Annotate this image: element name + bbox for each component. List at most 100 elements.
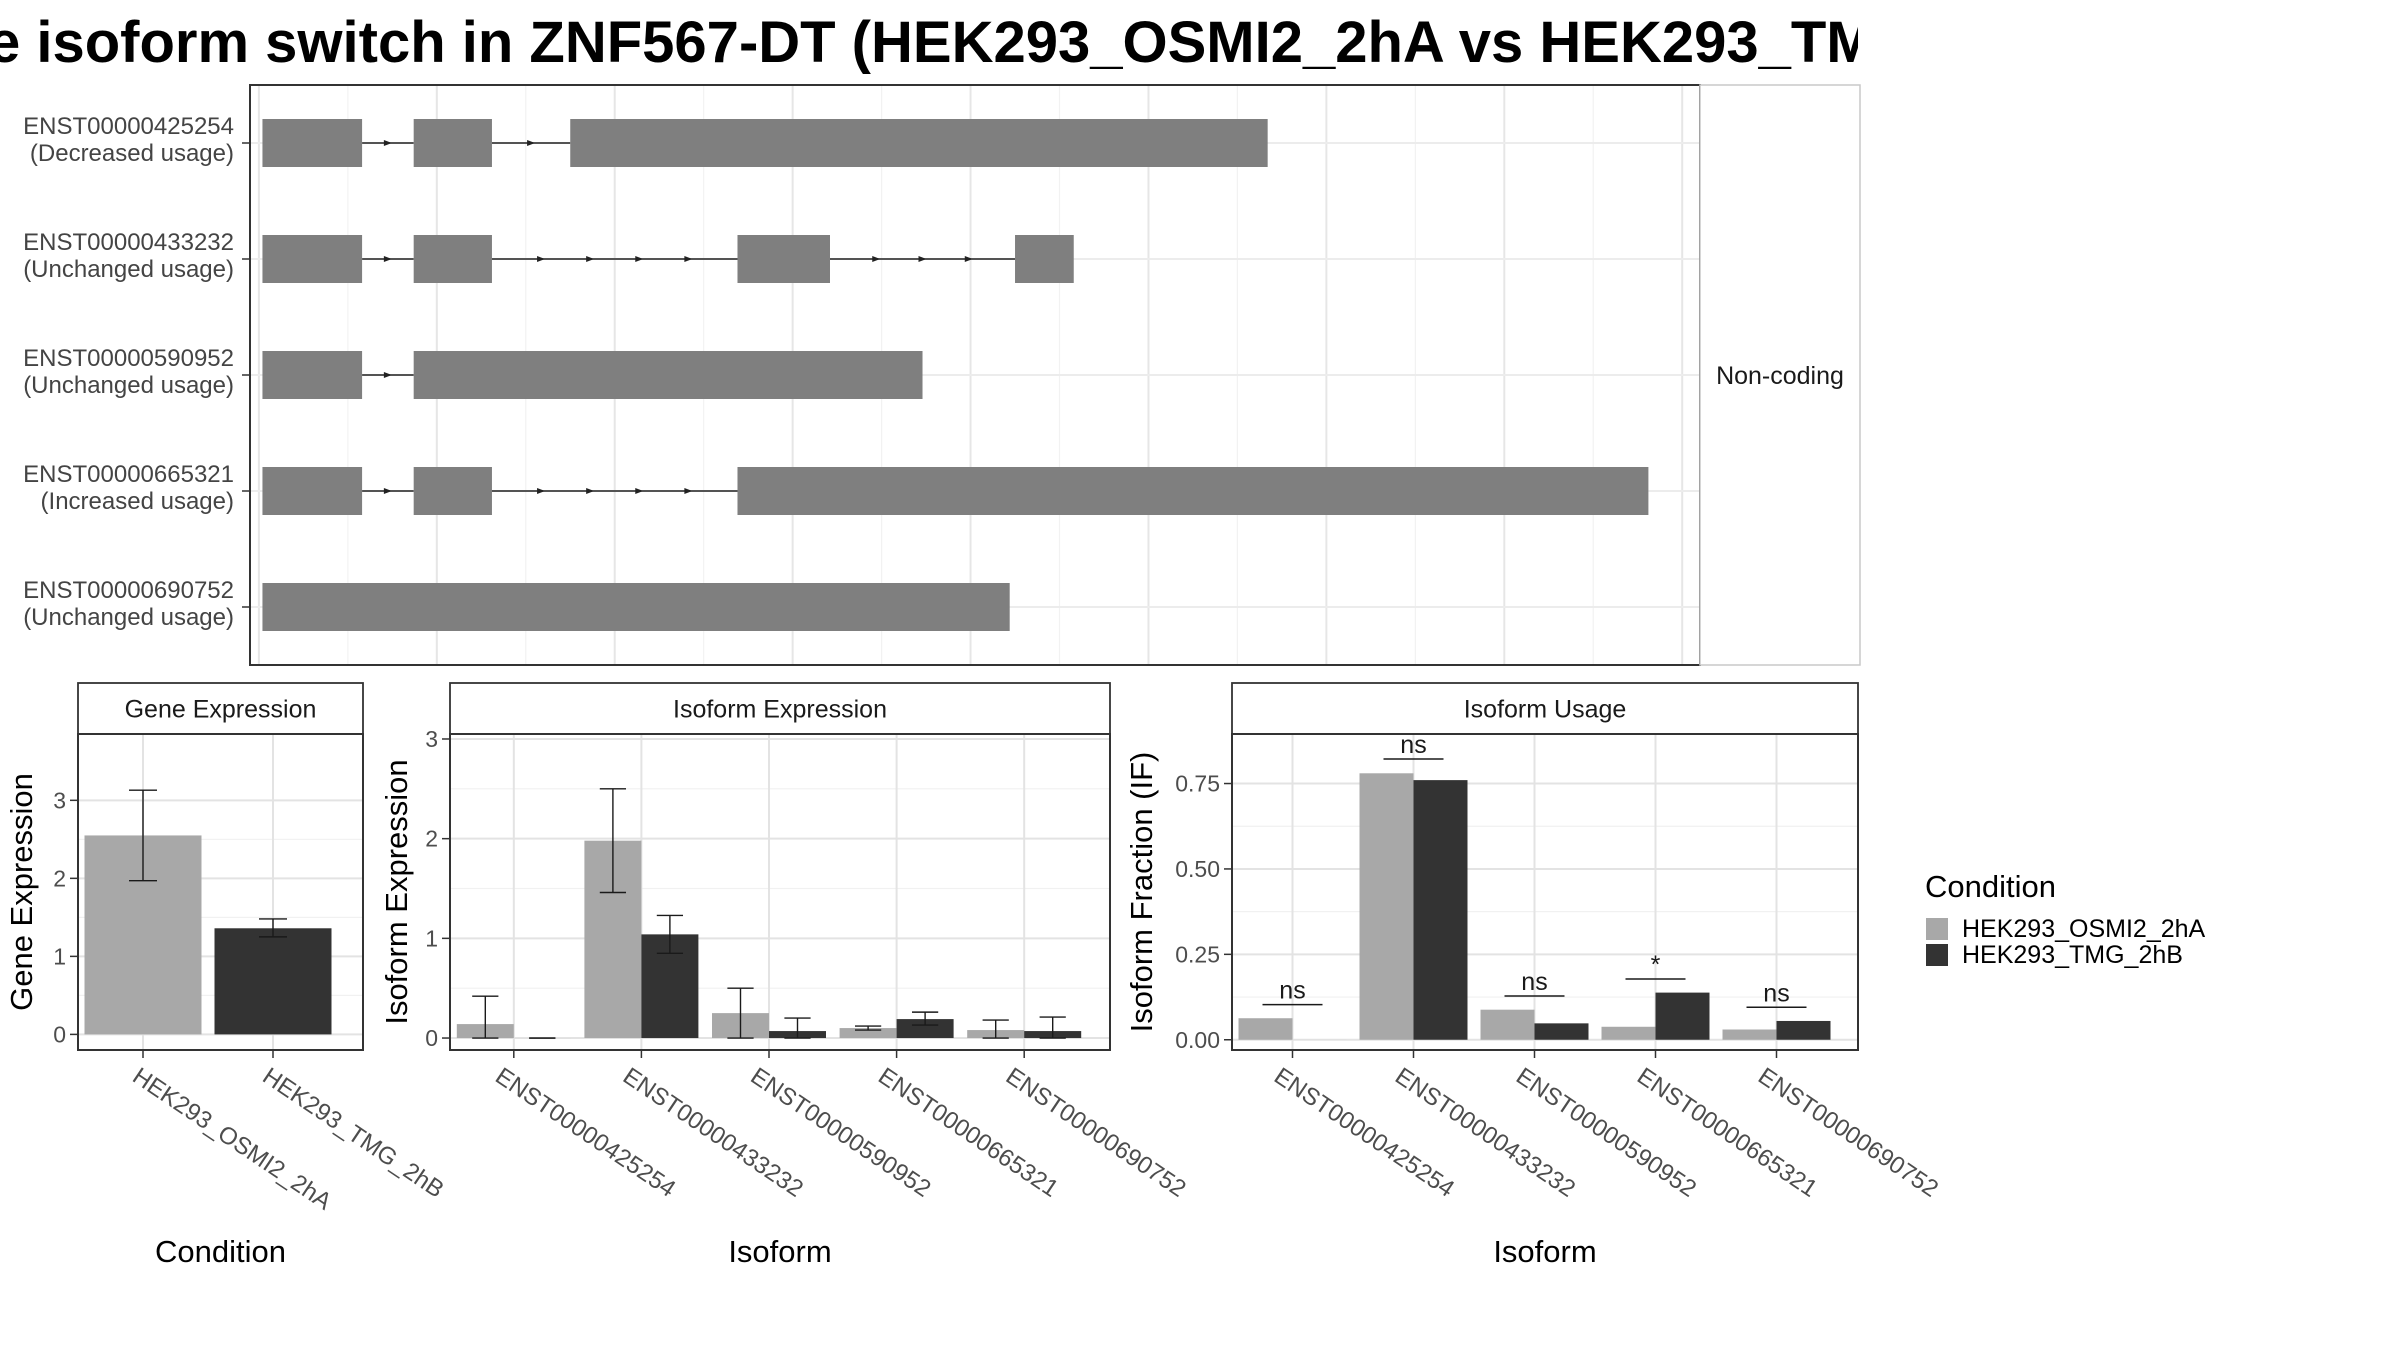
intron-arrow bbox=[537, 488, 546, 494]
isoform-usage-bar bbox=[1359, 773, 1414, 1040]
gene-expression-error-bar bbox=[129, 789, 157, 882]
page-title: e isoform switch in ZNF567-DT (HEK293_OS… bbox=[0, 10, 1858, 75]
intron-arrow bbox=[918, 256, 927, 262]
isoform-usage-signif-label: ns bbox=[1400, 731, 1426, 759]
exon-block bbox=[737, 235, 830, 283]
intron-arrow bbox=[383, 256, 392, 262]
isoform-expression-y-tick-label: 0 bbox=[425, 1025, 438, 1051]
structure-strip-label: Non-coding bbox=[1716, 362, 1844, 390]
gene-expression-y-tick-label: 2 bbox=[53, 865, 66, 891]
transcript-id-label: ENST00000590952 bbox=[23, 345, 234, 372]
intron-arrow bbox=[586, 256, 595, 262]
isoform-expression-error-bar bbox=[656, 914, 684, 955]
isoform-expression-error-bar bbox=[911, 1011, 939, 1026]
isoform-usage-signif-label: ns bbox=[1521, 968, 1547, 996]
intron-arrow bbox=[635, 256, 644, 262]
isoform-expression-x-title: Isoform bbox=[728, 1234, 831, 1269]
isoform-expression-strip-label: Isoform Expression bbox=[673, 696, 887, 724]
transcript-usage-label: (Unchanged usage) bbox=[23, 604, 234, 631]
isoform-usage-y-tick-label: 0.50 bbox=[1175, 856, 1220, 882]
exon-block bbox=[262, 467, 363, 515]
intron-arrow bbox=[383, 488, 392, 494]
transcript-id-label: ENST00000425254 bbox=[23, 113, 234, 140]
isoform-expression-y-tick-label: 1 bbox=[425, 925, 438, 951]
isoform-usage-bar bbox=[1722, 1029, 1777, 1040]
exon-block bbox=[262, 119, 363, 167]
gene-expression-y-title: Gene Expression bbox=[4, 773, 39, 1011]
exon-block bbox=[262, 351, 363, 399]
transcript-usage-label: (Increased usage) bbox=[41, 488, 234, 515]
legend-label: HEK293_OSMI2_2hA bbox=[1962, 915, 2206, 943]
intron-arrow bbox=[586, 488, 595, 494]
isoform-expression-y-tick-label: 3 bbox=[425, 726, 438, 752]
isoform-usage-x-title: Isoform bbox=[1493, 1234, 1596, 1269]
transcript-usage-label: (Unchanged usage) bbox=[23, 256, 234, 283]
transcript-usage-label: (Decreased usage) bbox=[30, 140, 234, 167]
isoform-expression-error-bar bbox=[982, 1019, 1009, 1039]
isoform-usage-signif-label: ns bbox=[1763, 979, 1789, 1007]
isoform-expression-panel bbox=[449, 733, 1111, 1051]
intron-arrow bbox=[383, 140, 392, 146]
isoform-usage-panel-border bbox=[1231, 733, 1859, 1051]
intron-arrow bbox=[964, 256, 973, 262]
gene-expression-error-bar bbox=[259, 918, 287, 938]
isoform-expression-error-bar bbox=[1039, 1016, 1066, 1039]
isoform-usage-y-tick-label: 0.00 bbox=[1175, 1027, 1220, 1053]
isoform-usage-strip-label: Isoform Usage bbox=[1464, 696, 1627, 724]
isoform-usage-y-tick-label: 0.75 bbox=[1175, 771, 1220, 797]
isoform-expression-error-bar bbox=[599, 788, 627, 894]
exon-block bbox=[413, 351, 923, 399]
transcript-id-label: ENST00000433232 bbox=[23, 229, 234, 256]
exon-block bbox=[262, 583, 1010, 631]
isoform-expression-error-bar bbox=[472, 995, 499, 1039]
intron-arrow bbox=[527, 140, 536, 146]
legend-title: Condition bbox=[1925, 869, 2056, 904]
isoform-usage-y-title: Isoform Fraction (IF) bbox=[1124, 752, 1159, 1033]
intron-arrow bbox=[383, 372, 392, 378]
legend-key bbox=[1926, 918, 1948, 940]
intron-arrow bbox=[684, 488, 693, 494]
exon-block bbox=[570, 119, 1268, 167]
isoform-expression-bar bbox=[896, 1019, 954, 1039]
exon-block bbox=[262, 235, 363, 283]
isoform-usage-bar bbox=[1413, 780, 1468, 1040]
exon-block bbox=[737, 467, 1649, 515]
isoform-usage-signif-label: ns bbox=[1279, 977, 1305, 1005]
gene-expression-strip-label: Gene Expression bbox=[125, 696, 317, 724]
isoform-usage-bar bbox=[1480, 1009, 1535, 1040]
transcript-id-label: ENST00000690752 bbox=[23, 577, 234, 604]
exon-block bbox=[413, 467, 492, 515]
isoform-usage-bar bbox=[1238, 1018, 1293, 1040]
isoform-expression-y-title: Isoform Expression bbox=[379, 759, 414, 1024]
gene-expression-y-tick-label: 1 bbox=[53, 943, 66, 969]
gene-expression-panel-border bbox=[77, 733, 364, 1051]
gene-expression-y-tick-label: 0 bbox=[53, 1021, 66, 1047]
transcript-id-label: ENST00000665321 bbox=[23, 461, 234, 488]
gene-expression-bar bbox=[214, 928, 332, 1035]
isoform-expression-bar bbox=[839, 1028, 897, 1039]
isoform-expression-error-bar bbox=[784, 1017, 811, 1039]
isoform-usage-bar bbox=[1534, 1023, 1589, 1040]
isoform-usage-y-tick-label: 0.25 bbox=[1175, 941, 1220, 967]
structure-strip bbox=[1699, 84, 1861, 666]
isoform-usage-signif-label: * bbox=[1651, 951, 1661, 979]
transcript-usage-label: (Unchanged usage) bbox=[23, 372, 234, 399]
legend-key bbox=[1926, 944, 1948, 966]
exon-block bbox=[413, 119, 492, 167]
exon-block bbox=[1015, 235, 1074, 283]
intron-arrow bbox=[537, 256, 546, 262]
isoform-expression-panel-border bbox=[449, 733, 1111, 1051]
gene-expression-y-tick-label: 3 bbox=[53, 787, 66, 813]
isoform-usage-bar bbox=[1601, 1026, 1656, 1040]
isoform-usage-bar bbox=[1776, 1020, 1831, 1040]
isoform-usage-bar bbox=[1655, 992, 1710, 1040]
isoform-expression-error-bar bbox=[854, 1025, 882, 1031]
intron-arrow bbox=[872, 256, 881, 262]
legend-label: HEK293_TMG_2hB bbox=[1962, 941, 2183, 969]
intron-arrow bbox=[684, 256, 693, 262]
isoform-expression-error-bar bbox=[727, 987, 754, 1039]
gene-expression-x-title: Condition bbox=[155, 1234, 286, 1269]
isoform-expression-y-tick-label: 2 bbox=[425, 826, 438, 852]
